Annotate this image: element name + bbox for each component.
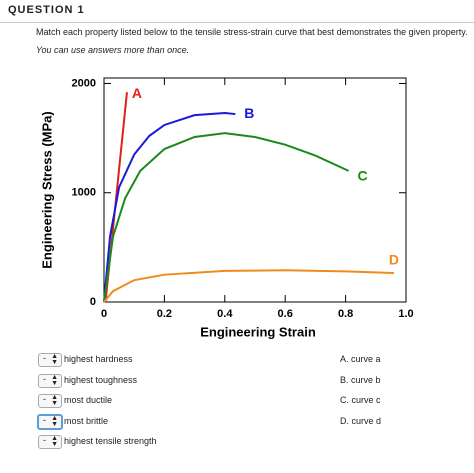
option-label: B. curve b xyxy=(340,375,381,385)
x-tick-label: 0.2 xyxy=(157,308,172,320)
item-label: most brittle xyxy=(64,416,109,426)
x-tick-label: 0.6 xyxy=(278,308,293,320)
item-label: highest tensile strength xyxy=(64,436,157,446)
select-value: - xyxy=(43,415,46,425)
curve-label: D xyxy=(389,252,399,268)
answer-select[interactable]: - ▲ ▼ xyxy=(38,374,62,388)
x-tick-label: 1.0 xyxy=(398,308,413,320)
item-label: highest toughness xyxy=(64,375,138,385)
select-value: - xyxy=(43,353,46,363)
curve-label: C xyxy=(358,168,368,184)
y-axis-label: Engineering Stress (MPa) xyxy=(39,111,54,268)
select-value: - xyxy=(43,374,46,384)
x-tick-label: 0 xyxy=(101,308,107,320)
chart: Engineering Strain Engineering Stress (M… xyxy=(39,77,413,339)
x-tick-label: 0.4 xyxy=(217,308,233,320)
curve xyxy=(103,132,350,303)
question-note: You can use answers more than once. xyxy=(36,45,190,55)
y-tick-label: 2000 xyxy=(72,77,96,89)
question-heading: QUESTION 1 xyxy=(8,4,85,16)
x-tick-label: 0.8 xyxy=(338,308,353,320)
answer-select[interactable]: - ▲ ▼ xyxy=(37,414,63,430)
y-tick-label: 0 xyxy=(90,296,96,308)
option-label: A. curve a xyxy=(340,354,381,364)
option-label: D. curve d xyxy=(340,416,382,426)
question-prompt: Match each property listed below to the … xyxy=(36,27,468,37)
curve-label: B xyxy=(244,105,254,121)
select-value: - xyxy=(43,435,46,445)
item-label: most ductile xyxy=(64,395,113,405)
item-label: highest hardness xyxy=(64,354,133,364)
curve xyxy=(103,111,236,303)
answer-select[interactable]: - ▲ ▼ xyxy=(38,394,62,408)
answer-select[interactable]: - ▲ ▼ xyxy=(38,435,62,449)
y-tick-label: 1000 xyxy=(72,187,96,199)
divider xyxy=(0,22,474,23)
select-value: - xyxy=(43,394,46,404)
x-axis-label: Engineering Strain xyxy=(200,324,316,339)
option-label: C. curve c xyxy=(340,395,381,405)
curve xyxy=(103,269,394,303)
plot-frame xyxy=(103,77,407,303)
answer-select[interactable]: - ▲ ▼ xyxy=(38,353,62,367)
curve-label: A xyxy=(132,85,142,101)
